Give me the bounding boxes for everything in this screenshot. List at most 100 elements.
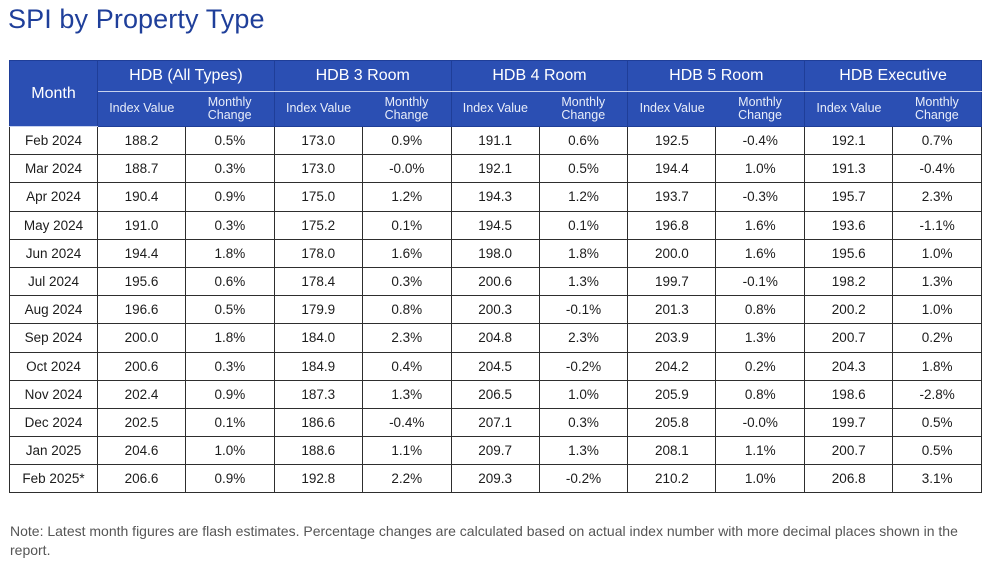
monthly-change-cell: 0.8%	[715, 295, 806, 325]
monthly-change-cell: 0.1%	[185, 407, 275, 438]
header-group-row: Month HDB (All Types) HDB 3 Room HDB 4 R…	[9, 60, 982, 127]
monthly-change-cell: 0.8%	[361, 295, 452, 325]
group-header-hdb-5-room: HDB 5 Room	[627, 60, 806, 92]
monthly-change-cell: 0.5%	[892, 407, 982, 438]
index-value-cell: 199.7	[804, 407, 894, 438]
subheader-index-value: Index Value	[804, 91, 893, 127]
index-value-cell: 192.1	[804, 125, 894, 156]
monthly-change-cell: 1.6%	[715, 210, 806, 240]
month-cell: Aug 2024	[9, 295, 98, 325]
index-value-cell: 202.4	[97, 379, 186, 409]
index-value-cell: 206.5	[450, 379, 540, 409]
index-value-cell: 190.4	[97, 182, 186, 212]
monthly-change-cell: 1.8%	[185, 238, 275, 268]
index-value-cell: 194.5	[450, 210, 540, 240]
table-row: Feb 2025* 206.6 0.9% 192.8 2.2% 209.3 -0.2% 210…	[9, 464, 982, 494]
monthly-change-cell: 0.5%	[185, 295, 275, 325]
subheader-monthly-change: Monthly Change	[539, 91, 629, 127]
index-value-cell: 175.2	[273, 210, 363, 240]
monthly-change-cell: 0.2%	[892, 323, 982, 353]
index-value-cell: 187.3	[273, 379, 363, 409]
monthly-change-cell: 1.0%	[185, 436, 275, 466]
subheader-monthly-change: Monthly Change	[362, 91, 452, 127]
index-value-cell: 193.7	[627, 182, 717, 212]
header-sub-row: Index Value Monthly Change Index Value M…	[10, 91, 982, 127]
index-value-cell: 209.3	[450, 464, 540, 494]
index-value-cell: 205.8	[627, 407, 717, 438]
group-header-hdb-4-room: HDB 4 Room	[450, 60, 629, 92]
index-value-cell: 204.6	[97, 436, 186, 466]
index-value-cell: 200.3	[450, 295, 540, 325]
table-row: Jul 2024 195.6 0.6% 178.4 0.3% 200.6 1.3% 199.7…	[9, 266, 982, 297]
index-value-cell: 198.2	[804, 266, 894, 297]
monthly-change-cell: 0.7%	[892, 125, 982, 156]
monthly-change-cell: -0.4%	[715, 125, 806, 156]
monthly-change-cell: 1.2%	[538, 182, 629, 212]
monthly-change-cell: 1.8%	[538, 238, 629, 268]
monthly-change-cell: -0.2%	[538, 351, 629, 381]
index-value-cell: 199.7	[627, 266, 717, 297]
month-cell: Apr 2024	[9, 182, 98, 212]
index-value-cell: 204.2	[627, 351, 717, 381]
month-cell: May 2024	[9, 210, 98, 240]
table-row: Feb 2024 188.2 0.5% 173.0 0.9% 191.1 0.6% 192.5…	[9, 125, 982, 156]
monthly-change-cell: 1.3%	[361, 379, 452, 409]
month-cell: Jun 2024	[9, 238, 98, 268]
index-value-cell: 209.7	[450, 436, 540, 466]
monthly-change-cell: 2.3%	[538, 323, 629, 353]
index-value-cell: 204.8	[450, 323, 540, 353]
index-value-cell: 175.0	[273, 182, 363, 212]
subheader-monthly-change: Monthly Change	[185, 91, 275, 127]
index-value-cell: 200.6	[97, 351, 186, 381]
table-row: Apr 2024 190.4 0.9% 175.0 1.2% 194.3 1.2% 193.7…	[9, 182, 982, 212]
monthly-change-cell: 2.3%	[892, 182, 982, 212]
monthly-change-cell: -0.2%	[538, 464, 629, 494]
index-value-cell: 178.0	[273, 238, 363, 268]
table-row: May 2024 191.0 0.3% 175.2 0.1% 194.5 0.1% 196.8…	[9, 210, 982, 240]
monthly-change-cell: -2.8%	[892, 379, 982, 409]
monthly-change-cell: -0.0%	[361, 154, 452, 184]
monthly-change-cell: -0.1%	[538, 295, 629, 325]
monthly-change-cell: -0.4%	[361, 407, 452, 438]
month-column-header: Month	[9, 60, 98, 127]
subheader-monthly-change: Monthly Change	[892, 91, 982, 127]
subheader-index-value: Index Value	[627, 91, 716, 127]
month-cell: Sep 2024	[9, 323, 98, 353]
index-value-cell: 206.8	[804, 464, 894, 494]
index-value-cell: 192.5	[627, 125, 717, 156]
spi-table: Month HDB (All Types) HDB 3 Room HDB 4 R…	[9, 60, 982, 494]
index-value-cell: 200.2	[804, 295, 894, 325]
monthly-change-cell: 1.3%	[538, 436, 629, 466]
monthly-change-cell: 0.1%	[538, 210, 629, 240]
index-value-cell: 184.9	[273, 351, 363, 381]
index-value-cell: 192.8	[273, 464, 363, 494]
monthly-change-cell: 0.6%	[538, 125, 629, 156]
month-cell: Mar 2024	[9, 154, 98, 184]
month-cell: Oct 2024	[9, 351, 98, 381]
table-header: Month HDB (All Types) HDB 3 Room HDB 4 R…	[9, 60, 982, 127]
month-cell: Nov 2024	[9, 379, 98, 409]
table-row: Nov 2024 202.4 0.9% 187.3 1.3% 206.5 1.0% 205.9…	[9, 379, 982, 409]
group-header-hdb-all: HDB (All Types)	[97, 60, 275, 92]
index-value-cell: 191.1	[450, 125, 540, 156]
index-value-cell: 204.3	[804, 351, 894, 381]
index-value-cell: 173.0	[273, 125, 363, 156]
monthly-change-cell: -0.1%	[715, 266, 806, 297]
index-value-cell: 179.9	[273, 295, 363, 325]
index-value-cell: 207.1	[450, 407, 540, 438]
index-value-cell: 188.7	[97, 154, 186, 184]
monthly-change-cell: 1.0%	[715, 154, 806, 184]
monthly-change-cell: -1.1%	[892, 210, 982, 240]
index-value-cell: 195.7	[804, 182, 894, 212]
monthly-change-cell: 0.9%	[185, 379, 275, 409]
monthly-change-cell: 1.3%	[538, 266, 629, 297]
index-value-cell: 200.0	[627, 238, 717, 268]
index-value-cell: 196.8	[627, 210, 717, 240]
table-row: Aug 2024 196.6 0.5% 179.9 0.8% 200.3 -0.1% 201.…	[9, 295, 982, 325]
monthly-change-cell: 1.1%	[361, 436, 452, 466]
monthly-change-cell: 1.2%	[361, 182, 452, 212]
monthly-change-cell: 0.3%	[185, 210, 275, 240]
index-value-cell: 203.9	[627, 323, 717, 353]
monthly-change-cell: 1.8%	[892, 351, 982, 381]
index-value-cell: 188.6	[273, 436, 363, 466]
